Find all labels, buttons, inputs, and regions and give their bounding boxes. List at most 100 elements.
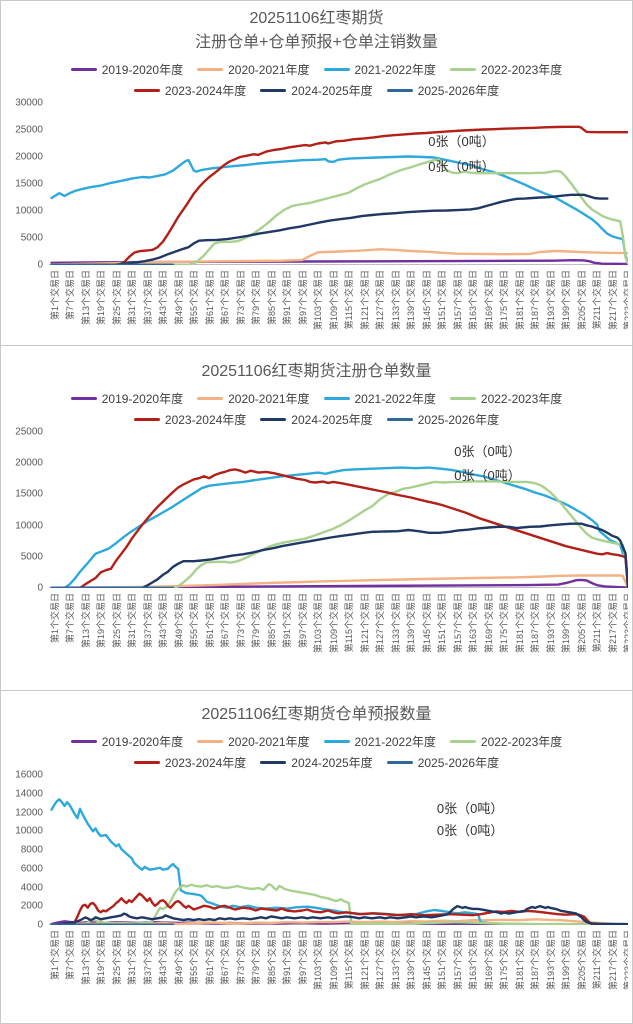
x-tick-label: 第223个交易日 bbox=[623, 930, 628, 991]
y-tick-label: 4000 bbox=[20, 882, 43, 893]
x-tick-label: 第205个交易日 bbox=[576, 270, 587, 331]
y-tick-label: 5000 bbox=[20, 232, 43, 244]
legend-swatch-icon bbox=[386, 89, 413, 92]
x-tick-label: 第115个交易日 bbox=[344, 593, 355, 653]
legend-label: 2020-2021年度 bbox=[228, 392, 310, 406]
y-tick-label: 25000 bbox=[15, 426, 43, 438]
legend-swatch-icon bbox=[70, 68, 97, 71]
x-tick-label: 第31个交易日 bbox=[127, 593, 138, 649]
x-tick-label: 第115个交易日 bbox=[344, 930, 355, 990]
y-tick-label: 5000 bbox=[20, 551, 43, 563]
y-tick-label: 10000 bbox=[15, 520, 43, 532]
x-tick-label: 第133个交易日 bbox=[390, 270, 401, 331]
x-axis-labels: 第1个交易日 第7个交易日 第13个交易日 第19个交易日 第25个交易日 第31个交易日… bbox=[49, 925, 628, 1007]
series-line-2024-2025年度 bbox=[52, 195, 608, 265]
legend-swatch-icon bbox=[133, 418, 160, 421]
legend-swatch-icon bbox=[323, 397, 350, 400]
legend-item-2025-2026年度: 2025-2026年度 bbox=[386, 752, 499, 773]
x-tick-label: 第37个交易日 bbox=[142, 593, 153, 649]
x-tick-label: 第181个交易日 bbox=[514, 593, 525, 654]
x-tick-label: 第109个交易日 bbox=[328, 930, 339, 991]
x-tick-label: 第19个交易日 bbox=[96, 593, 107, 649]
x-tick-label: 第187个交易日 bbox=[530, 270, 541, 331]
x-tick-label: 第193个交易日 bbox=[545, 930, 556, 991]
x-tick-label: 第127个交易日 bbox=[375, 270, 386, 331]
x-tick-label: 第205个交易日 bbox=[576, 593, 587, 654]
legend-item-2020-2021年度: 2020-2021年度 bbox=[197, 388, 310, 409]
chart-forecast: 2019-2020年度 2020-2021年度 2021-2022年度 2022-20… bbox=[5, 731, 628, 1007]
x-tick-label: 第73个交易日 bbox=[235, 270, 246, 326]
legend-swatch-icon bbox=[323, 740, 350, 743]
x-tick-label: 第163个交易日 bbox=[468, 593, 479, 654]
y-axis-labels: 16000 14000 12000 10000 8000 6000 4000 2000 0 bbox=[5, 770, 49, 931]
x-tick-label: 第151个交易日 bbox=[437, 593, 448, 654]
y-tick-label: 8000 bbox=[20, 844, 43, 856]
x-tick-label: 第169个交易日 bbox=[483, 593, 494, 654]
legend-item-2022-2023年度: 2022-2023年度 bbox=[449, 388, 563, 409]
x-tick-label: 第193个交易日 bbox=[545, 593, 556, 654]
x-tick-label: 第79个交易日 bbox=[251, 593, 262, 649]
x-tick-label: 第43个交易日 bbox=[158, 930, 169, 986]
x-tick-label: 第91个交易日 bbox=[282, 930, 293, 986]
legend-label: 2023-2024年度 bbox=[164, 756, 247, 770]
x-tick-label: 第7个交易日 bbox=[65, 593, 76, 644]
chart-subtitle-total: 注册仓单+仓单预报+仓单注销数量 bbox=[195, 34, 438, 51]
legend-label: 2020-2021年度 bbox=[228, 63, 310, 77]
legend-label: 2019-2020年度 bbox=[101, 735, 184, 749]
x-tick-label: 第67个交易日 bbox=[220, 270, 231, 326]
legend-item-2023-2024年度: 2023-2024年度 bbox=[133, 409, 246, 430]
x-tick-label: 第163个交易日 bbox=[468, 930, 479, 991]
x-tick-label: 第217个交易日 bbox=[607, 930, 618, 991]
data-label-annotation: 0张（0吨） bbox=[428, 133, 495, 149]
legend-item-2022-2023年度: 2022-2023年度 bbox=[449, 731, 562, 752]
legend-label: 2022-2023年度 bbox=[480, 392, 563, 406]
x-tick-label: 第139个交易日 bbox=[406, 270, 417, 331]
chart-title-registered: 20251106红枣期货注册仓单数量 bbox=[201, 363, 432, 380]
chart-panel-total: 20251106红枣期货 注册仓单+仓单预报+仓单注销数量 2019-2020年… bbox=[1, 1, 632, 346]
legend-item-2021-2022年度: 2021-2022年度 bbox=[323, 731, 436, 752]
x-tick-label: 第145个交易日 bbox=[421, 270, 432, 331]
y-tick-label: 25000 bbox=[15, 124, 43, 136]
x-tick-label: 第199个交易日 bbox=[561, 930, 572, 991]
x-tick-label: 第85个交易日 bbox=[266, 270, 277, 326]
x-tick-label: 第13个交易日 bbox=[80, 270, 91, 326]
y-tick-label: 12000 bbox=[15, 807, 43, 818]
y-tick-label: 15000 bbox=[15, 488, 43, 500]
chart-panel-registered: 20251106红枣期货注册仓单数量 2019-2020年度 2020-2021年… bbox=[1, 346, 632, 691]
y-tick-label: 14000 bbox=[15, 788, 43, 800]
x-tick-label: 第37个交易日 bbox=[142, 270, 153, 326]
x-tick-label: 第79个交易日 bbox=[251, 270, 262, 326]
legend-label: 2021-2022年度 bbox=[354, 392, 436, 406]
x-tick-label: 第175个交易日 bbox=[499, 593, 510, 654]
series-line-2023-2024年度 bbox=[52, 127, 628, 265]
legend-swatch-icon bbox=[197, 740, 224, 743]
legend-swatch-icon bbox=[70, 740, 97, 743]
plot-area: 0张（0吨） 0张（0吨） bbox=[49, 432, 628, 588]
x-tick-label: 第97个交易日 bbox=[297, 593, 308, 649]
x-tick-label: 第199个交易日 bbox=[561, 270, 572, 331]
legend-item-2019-2020年度: 2019-2020年度 bbox=[70, 388, 184, 409]
x-tick-label: 第139个交易日 bbox=[406, 930, 417, 991]
x-tick-label: 第55个交易日 bbox=[189, 270, 200, 326]
data-label-annotation: 0张（0吨） bbox=[454, 467, 521, 483]
x-tick-label: 第121个交易日 bbox=[359, 593, 370, 654]
x-tick-label: 第19个交易日 bbox=[96, 270, 107, 326]
x-tick-label: 第7个交易日 bbox=[65, 930, 76, 981]
legend-swatch-icon bbox=[133, 89, 160, 92]
x-tick-label: 第223个交易日 bbox=[623, 270, 628, 331]
y-tick-label: 15000 bbox=[15, 178, 43, 190]
legend-label: 2021-2022年度 bbox=[354, 735, 436, 749]
series-line-2019-2020年度 bbox=[52, 580, 628, 588]
x-tick-label: 第115个交易日 bbox=[344, 270, 355, 330]
legend-label: 2019-2020年度 bbox=[101, 392, 184, 406]
x-tick-label: 第31个交易日 bbox=[127, 930, 138, 986]
plot-area: 0张（0吨） 0张（0吨） bbox=[49, 775, 628, 925]
x-tick-label: 第1个交易日 bbox=[49, 270, 60, 321]
y-tick-label: 10000 bbox=[15, 205, 43, 217]
legend-label: 2021-2022年度 bbox=[354, 63, 436, 77]
x-tick-label: 第175个交易日 bbox=[499, 930, 510, 991]
x-tick-label: 第109个交易日 bbox=[328, 270, 339, 331]
y-tick-label: 20000 bbox=[15, 151, 43, 163]
legend-item-2021-2022年度: 2021-2022年度 bbox=[323, 388, 436, 409]
